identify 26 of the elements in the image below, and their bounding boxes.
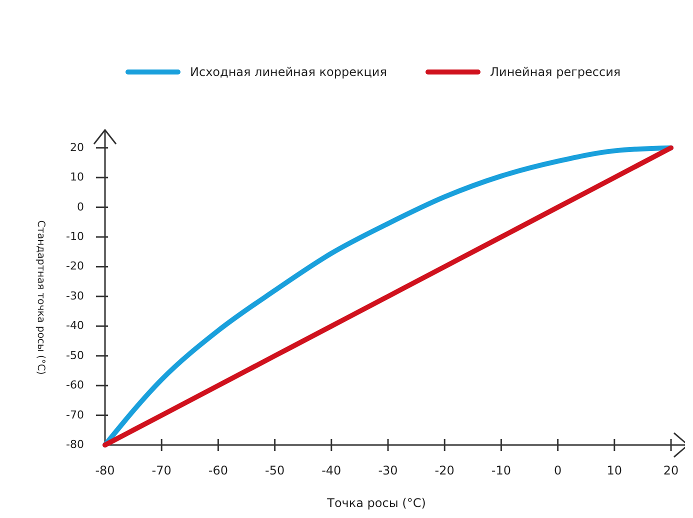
x-tick-label: -40 [322,463,342,478]
y-tick-label: 20 [70,140,84,154]
y-tick-label: -80 [66,438,84,452]
y-tick-label: -30 [66,289,84,302]
legend-label: Линейная регрессия [490,65,621,79]
x-tick-label: -80 [95,463,115,478]
y-tick-label: -40 [66,319,84,332]
x-tick-label: 20 [663,463,679,478]
x-tick-label: -60 [208,463,228,478]
y-tick-label: -70 [66,408,84,422]
legend-label: Исходная линейная коррекция [190,65,387,79]
x-tick-label: 10 [606,463,622,478]
y-axis-title: Стандартная точка росы (°C) [35,220,46,375]
y-tick-label: -50 [66,348,84,362]
y-tick-label: 0 [77,200,84,214]
y-tick-label: 10 [70,170,84,184]
x-tick-label: -70 [152,463,172,478]
x-axis-title: Точка росы (°C) [326,496,426,510]
x-tick-label: -30 [378,463,398,478]
x-tick-label: -20 [434,463,454,478]
y-tick-label: -10 [66,230,84,243]
x-tick-label: 0 [554,463,562,478]
x-tick-label: -10 [491,463,512,478]
x-tick-label: -50 [265,463,285,478]
y-tick-label: -60 [66,378,84,392]
y-tick-label: -20 [66,260,84,273]
